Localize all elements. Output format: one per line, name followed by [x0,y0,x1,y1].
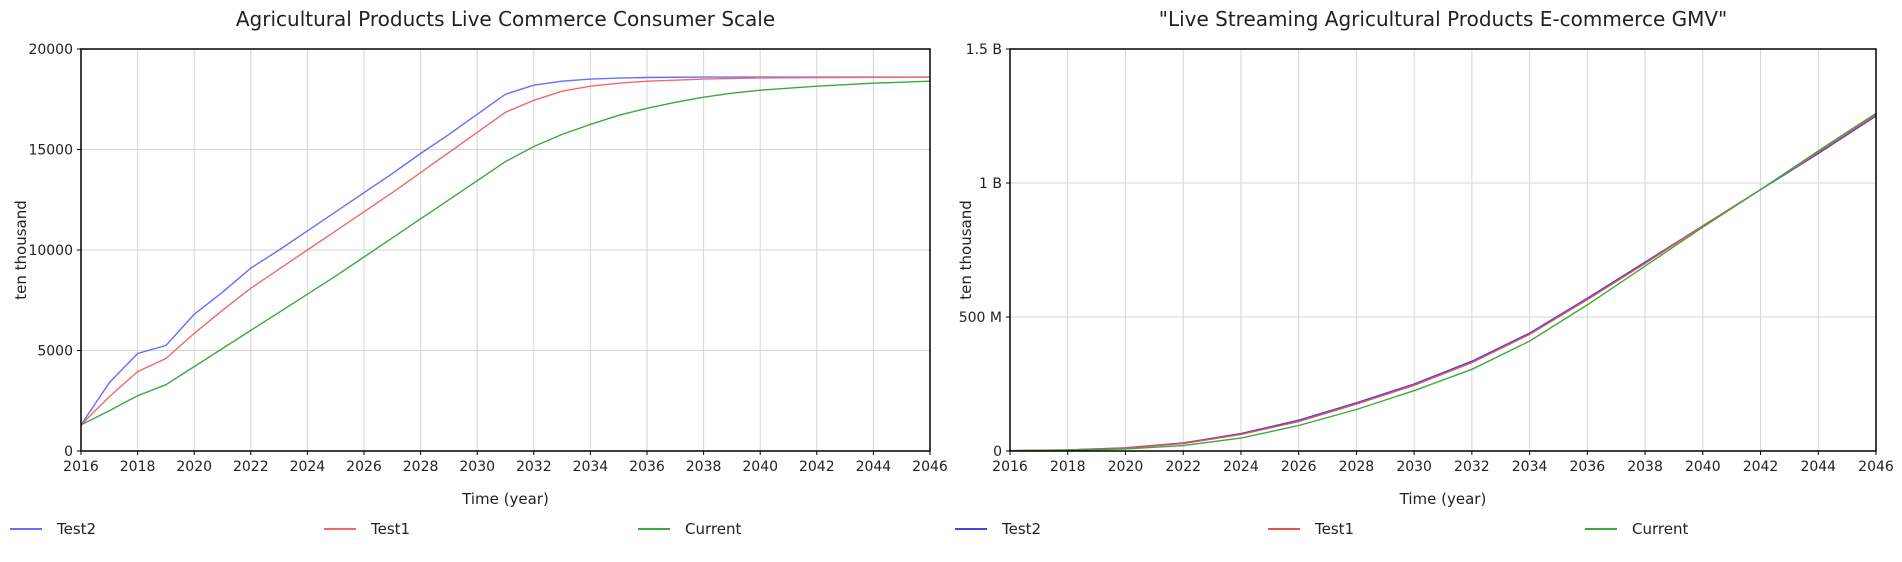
x-tick-label: 2022 [1165,459,1201,475]
legend-label: Test2 [56,520,96,538]
x-tick-label: 2044 [1800,459,1836,475]
x-tick-label: 2026 [1281,459,1317,475]
x-tick-label: 2032 [516,459,552,475]
x-tick-label: 2036 [629,459,665,475]
series-line-current [80,80,931,426]
series-line-test1 [1009,114,1877,452]
y-tick-label: 15000 [28,143,73,159]
legend-label: Test1 [370,520,410,538]
x-tick-label: 2028 [1339,459,1375,475]
legend-item-test2: Test2 [955,520,1041,538]
x-axis-label: Time (year) [1399,490,1487,508]
y-axis-label: ten thousand [957,200,975,300]
legend-label: Current [1632,520,1688,538]
y-tick-label: 1.5 B [966,42,1002,58]
series-line-current [1009,112,1877,452]
x-tick-label: 2040 [742,459,778,475]
x-tick-label: 2034 [573,459,609,475]
series-line-test2 [80,76,930,426]
chart-1: Agricultural Products Live Commerce Cons… [10,7,948,538]
x-tick-label: 2044 [856,459,892,475]
x-tick-label: 2038 [1627,459,1663,475]
x-tick-label: 2032 [1454,459,1490,475]
chart-title: Agricultural Products Live Commerce Cons… [236,7,775,31]
legend-item-current: Current [1585,520,1688,538]
x-tick-label: 2020 [176,459,212,475]
plot-area-border [1009,48,1877,452]
y-tick-label: 1 B [979,176,1002,192]
series-line-test2 [1009,115,1877,452]
series-line-test1 [80,76,931,426]
x-tick-label: 2016 [992,459,1028,475]
x-tick-label: 2042 [799,459,835,475]
y-tick-label: 20000 [28,42,73,58]
x-tick-label: 2042 [1743,459,1779,475]
y-axis-label: ten thousand [12,200,30,300]
y-tick-label: 0 [64,444,73,460]
legend-item-test1: Test1 [1268,520,1354,538]
x-tick-label: 2022 [233,459,269,475]
x-tick-label: 2034 [1512,459,1548,475]
x-tick-label: 2018 [1050,459,1086,475]
x-tick-label: 2036 [1570,459,1606,475]
x-tick-label: 2016 [63,459,99,475]
x-axis-label: Time (year) [461,490,549,508]
chart-title: "Live Streaming Agricultural Products E-… [1159,7,1728,31]
x-tick-label: 2026 [346,459,382,475]
x-tick-label: 2046 [912,459,948,475]
y-tick-label: 500 M [959,310,1002,326]
x-tick-label: 2020 [1108,459,1144,475]
x-tick-label: 2018 [120,459,156,475]
x-tick-label: 2030 [459,459,495,475]
y-tick-label: 10000 [28,243,73,259]
legend-item-test1: Test1 [324,520,410,538]
x-tick-label: 2046 [1858,459,1894,475]
x-tick-label: 2030 [1396,459,1432,475]
x-tick-label: 2024 [1223,459,1259,475]
x-tick-label: 2038 [686,459,722,475]
legend-label: Current [685,520,741,538]
legend-label: Test1 [1314,520,1354,538]
legend-item-test2: Test2 [10,520,96,538]
x-tick-label: 2024 [290,459,326,475]
x-tick-label: 2040 [1685,459,1721,475]
legend-item-current: Current [638,520,741,538]
y-tick-label: 0 [993,444,1002,460]
x-tick-label: 2028 [403,459,439,475]
y-tick-label: 5000 [37,344,73,360]
chart-2: "Live Streaming Agricultural Products E-… [955,7,1894,538]
legend-label: Test2 [1001,520,1041,538]
